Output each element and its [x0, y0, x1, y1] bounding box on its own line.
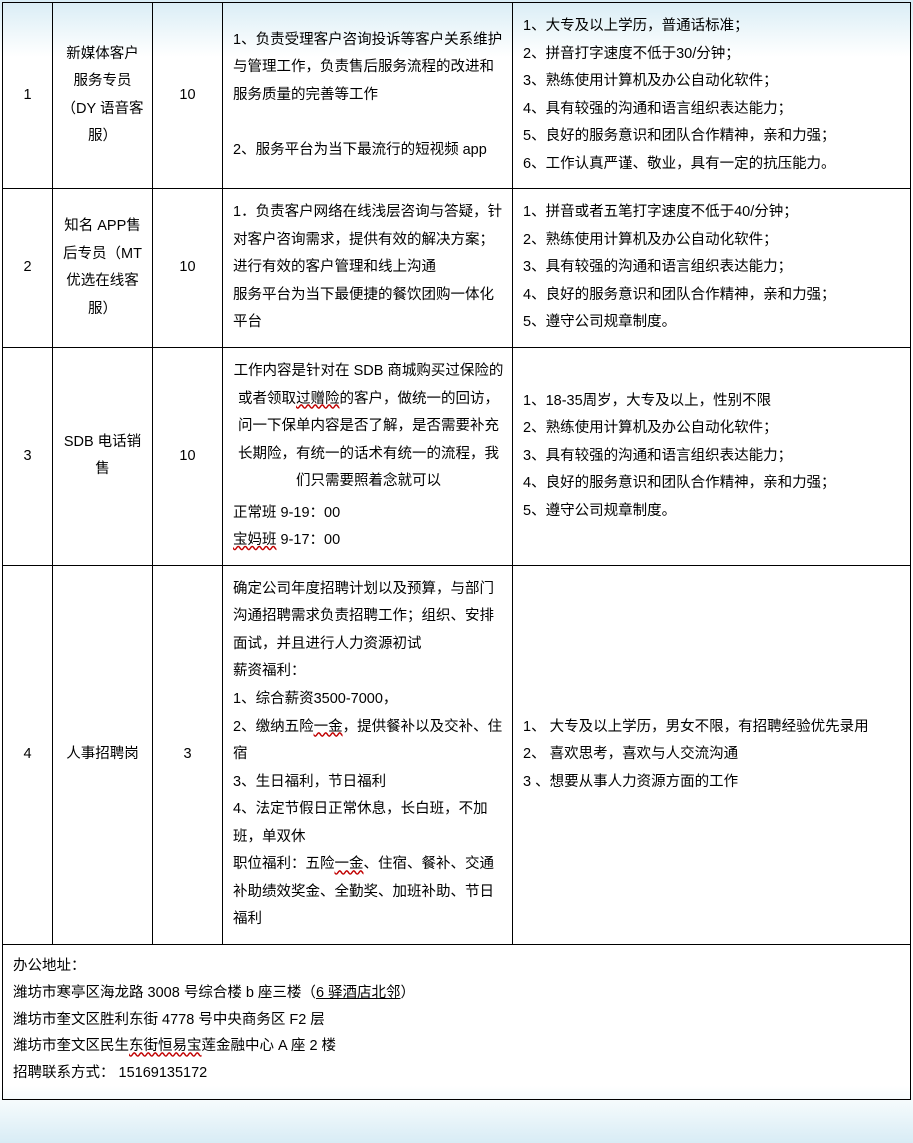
count-cell: 10 — [153, 189, 223, 348]
row-index: 4 — [3, 565, 53, 944]
count-cell: 3 — [153, 565, 223, 944]
position-cell: 人事招聘岗 — [53, 565, 153, 944]
position-cell: 新媒体客户服务专员（DY 语音客服） — [53, 3, 153, 189]
table-row: 3SDB 电话销售10工作内容是针对在 SDB 商城购买过保险的或者领取过赠险的… — [3, 348, 911, 566]
table-row: 4人事招聘岗3确定公司年度招聘计划以及预算，与部门沟通招聘需求负责招聘工作；组织… — [3, 565, 911, 944]
duty-cell: 1、负责受理客户咨询投诉等客户关系维护与管理工作，负责售后服务流程的改进和服务质… — [223, 3, 513, 189]
position-cell: 知名 APP售后专员（MT 优选在线客服） — [53, 189, 153, 348]
requirement-cell: 1、大专及以上学历，普通话标准；2、拼音打字速度不低于30/分钟；3、熟练使用计… — [513, 3, 911, 189]
position-cell: SDB 电话销售 — [53, 348, 153, 566]
count-cell: 10 — [153, 3, 223, 189]
requirement-cell: 1、拼音或者五笔打字速度不低于40/分钟；2、熟练使用计算机及办公自动化软件；3… — [513, 189, 911, 348]
row-index: 3 — [3, 348, 53, 566]
table-row: 1新媒体客户服务专员（DY 语音客服）101、负责受理客户咨询投诉等客户关系维护… — [3, 3, 911, 189]
row-index: 2 — [3, 189, 53, 348]
footer: 办公地址：潍坊市寒亭区海龙路 3008 号综合楼 b 座三楼（6 驿酒店北邻）潍… — [2, 945, 911, 1100]
duty-cell: 1．负责客户网络在线浅层咨询与答疑，针对客户咨询需求，提供有效的解决方案；进行有… — [223, 189, 513, 348]
job-table: 1新媒体客户服务专员（DY 语音客服）101、负责受理客户咨询投诉等客户关系维护… — [2, 2, 911, 945]
requirement-cell: 1、 大专及以上学历，男女不限，有招聘经验优先录用2、 喜欢思考，喜欢与人交流沟… — [513, 565, 911, 944]
duty-cell: 工作内容是针对在 SDB 商城购买过保险的或者领取过赠险的客户，做统一的回访，问… — [223, 348, 513, 566]
table-row: 2知名 APP售后专员（MT 优选在线客服）101．负责客户网络在线浅层咨询与答… — [3, 189, 911, 348]
duty-cell: 确定公司年度招聘计划以及预算，与部门沟通招聘需求负责招聘工作；组织、安排面试，并… — [223, 565, 513, 944]
requirement-cell: 1、18-35周岁，大专及以上，性别不限2、熟练使用计算机及办公自动化软件；3、… — [513, 348, 911, 566]
count-cell: 10 — [153, 348, 223, 566]
row-index: 1 — [3, 3, 53, 189]
